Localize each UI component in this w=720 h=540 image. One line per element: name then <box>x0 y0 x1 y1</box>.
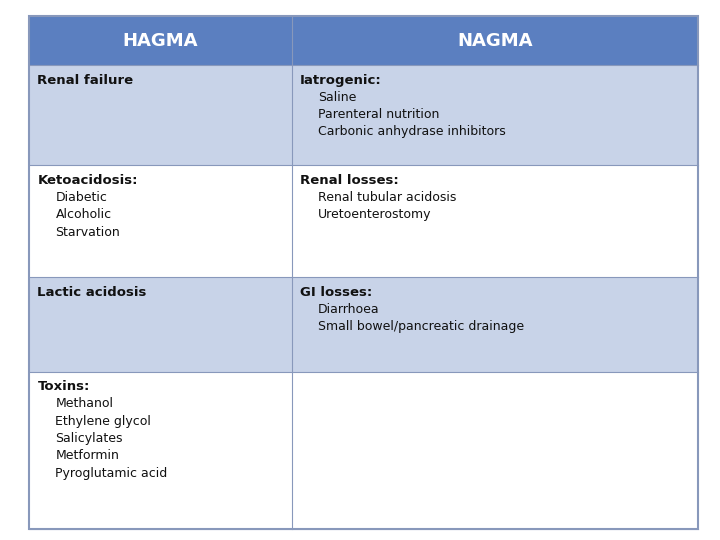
Bar <box>29 65 292 165</box>
Bar <box>292 16 698 65</box>
Text: Lactic acidosis: Lactic acidosis <box>37 286 147 299</box>
Bar <box>29 277 292 372</box>
Text: Small bowel/pancreatic drainage: Small bowel/pancreatic drainage <box>318 320 524 333</box>
Bar <box>292 372 698 529</box>
Text: Alcoholic: Alcoholic <box>55 208 112 221</box>
Text: GI losses:: GI losses: <box>300 286 372 299</box>
Text: Uretoenterostomy: Uretoenterostomy <box>318 208 432 221</box>
Text: Metformin: Metformin <box>55 449 120 462</box>
Bar <box>292 165 698 277</box>
Text: Pyroglutamic acid: Pyroglutamic acid <box>55 467 168 480</box>
Text: Renal failure: Renal failure <box>37 73 134 86</box>
Text: Ethylene glycol: Ethylene glycol <box>55 415 151 428</box>
Text: Starvation: Starvation <box>55 226 120 239</box>
Text: HAGMA: HAGMA <box>122 31 198 50</box>
Text: Renal losses:: Renal losses: <box>300 174 399 187</box>
Bar <box>29 16 292 65</box>
Text: Toxins:: Toxins: <box>37 380 90 393</box>
Text: Diabetic: Diabetic <box>55 191 107 204</box>
Text: Methanol: Methanol <box>55 397 114 410</box>
Text: Carbonic anhydrase inhibitors: Carbonic anhydrase inhibitors <box>318 125 506 138</box>
Text: Salicylates: Salicylates <box>55 432 123 445</box>
Text: Diarrhoea: Diarrhoea <box>318 303 380 316</box>
Text: Iatrogenic:: Iatrogenic: <box>300 73 382 86</box>
Bar <box>292 65 698 165</box>
Bar <box>29 165 292 277</box>
Bar <box>29 372 292 529</box>
Text: Parenteral nutrition: Parenteral nutrition <box>318 108 440 121</box>
Bar <box>292 277 698 372</box>
Text: Renal tubular acidosis: Renal tubular acidosis <box>318 191 456 204</box>
Text: Saline: Saline <box>318 91 356 104</box>
Text: NAGMA: NAGMA <box>457 31 533 50</box>
Text: Ketoacidosis:: Ketoacidosis: <box>37 174 138 187</box>
